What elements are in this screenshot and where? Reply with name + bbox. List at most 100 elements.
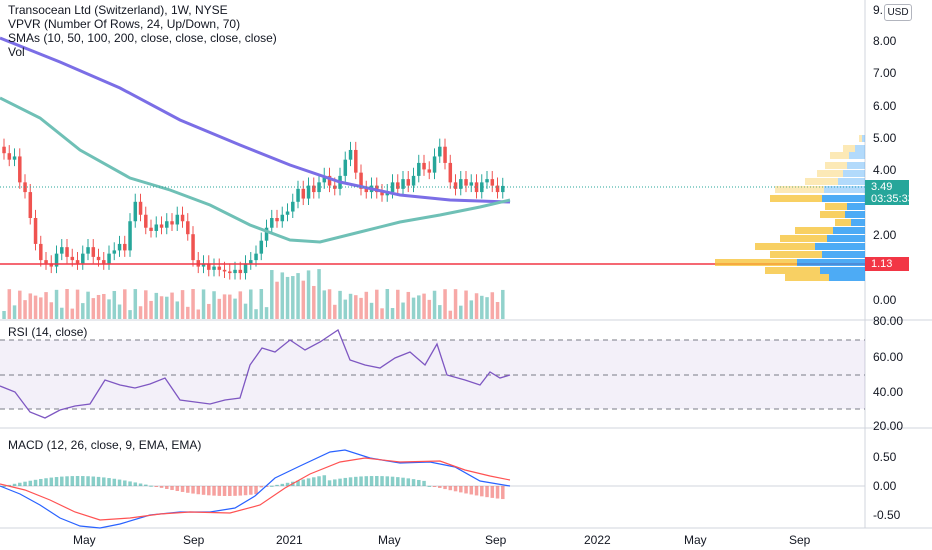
macd-histogram-bar [186, 486, 190, 493]
vpvr-bar [838, 178, 865, 185]
vpvr-bar [820, 211, 845, 218]
macd-histogram-bar [501, 486, 505, 500]
vpvr-bar [817, 170, 843, 177]
volume-bar [322, 290, 327, 319]
macd-histogram-bar [70, 476, 75, 486]
volume-bar [296, 273, 300, 319]
volume-bar [133, 289, 138, 319]
macd-histogram-bar [485, 486, 489, 498]
volume-bar [275, 281, 279, 319]
candle [427, 169, 432, 173]
volume-bar [70, 308, 75, 319]
volume-bar [270, 270, 274, 319]
candle [259, 240, 264, 254]
volume-bar [348, 293, 353, 319]
macd-histogram-bar [480, 486, 484, 497]
macd-histogram-bar [138, 483, 143, 486]
candle [65, 247, 69, 257]
sma-legend[interactable]: SMAs (10, 50, 100, 200, close, close, cl… [8, 31, 277, 45]
vpvr-bar [715, 259, 797, 266]
vpvr-bar [845, 211, 865, 218]
candle [243, 263, 248, 274]
macd-histogram-bar [401, 477, 405, 486]
volume-bar [23, 300, 27, 319]
candle [49, 263, 54, 267]
volume-legend[interactable]: Vol [8, 45, 25, 59]
macd-histogram-bar [243, 486, 248, 496]
rsi-axis-label: 20.00 [873, 419, 903, 433]
price-axis-label: 4.00 [873, 163, 897, 177]
candle [469, 182, 474, 186]
volume-bar [417, 295, 421, 319]
volume-bar [343, 299, 348, 319]
volume-bar [453, 289, 458, 319]
macd-histogram-bar [159, 486, 164, 488]
candle [264, 227, 269, 241]
candle [39, 243, 43, 261]
candle [333, 185, 337, 189]
candle [317, 182, 321, 193]
macd-legend[interactable]: MACD (12, 26, close, 9, EMA, EMA) [8, 438, 202, 452]
candle [2, 146, 6, 154]
volume-bar [154, 292, 159, 319]
currency-button[interactable]: USD [884, 4, 912, 21]
macd-histogram-bar [490, 486, 495, 498]
macd-histogram-bar [285, 482, 290, 486]
macd-histogram-bar [2, 486, 6, 487]
candle [207, 263, 211, 270]
candle [133, 201, 138, 222]
volume-bar [75, 289, 80, 319]
volume-bar [170, 292, 174, 319]
vpvr-bar [820, 267, 865, 274]
candle [44, 260, 48, 264]
macd-histogram-bar [23, 481, 27, 486]
volume-bar [86, 291, 90, 319]
macd-histogram-bar [359, 476, 363, 486]
volume-bar [186, 306, 190, 319]
macd-histogram-bar [469, 486, 474, 495]
candle [159, 224, 164, 228]
vpvr-legend[interactable]: VPVR (Number Of Rows, 24, Up/Down, 70) [8, 17, 241, 31]
macd-histogram-bar [438, 486, 442, 488]
macd-histogram-bar [207, 486, 211, 496]
time-axis-label: Sep [789, 533, 811, 547]
macd-histogram-bar [191, 486, 195, 494]
candle [128, 221, 132, 251]
candle [438, 146, 442, 157]
macd-histogram-bar [254, 486, 258, 495]
volume-bar [44, 292, 48, 319]
macd-histogram-bar [39, 478, 43, 486]
symbol-title[interactable]: Transocean Ltd (Switzerland), 1W, NYSE [8, 3, 228, 17]
vpvr-bar [843, 170, 865, 177]
candle [411, 175, 416, 186]
macd-histogram-bar [154, 486, 159, 487]
macd-histogram-bar [327, 480, 332, 486]
macd-histogram-bar [296, 480, 300, 486]
candle [28, 192, 33, 218]
volume-bar [485, 297, 489, 319]
volume-bar [212, 291, 216, 319]
volume-bar [144, 290, 148, 319]
macd-histogram-bar [18, 482, 22, 486]
macd-axis-label: 0.50 [873, 450, 897, 464]
candle [238, 269, 243, 274]
volume-bar [438, 305, 442, 319]
macd-histogram-bar [333, 479, 337, 486]
candle [54, 253, 59, 267]
macd-histogram-bar [233, 486, 237, 496]
candle [254, 253, 258, 261]
time-axis-label: Sep [485, 533, 507, 547]
macd-histogram-bar [306, 478, 311, 486]
candle [359, 172, 363, 189]
volume-bar [228, 294, 232, 319]
volume-bar [49, 302, 54, 319]
rsi-legend[interactable]: RSI (14, close) [8, 325, 88, 339]
sma-line [0, 36, 511, 204]
macd-histogram-bar [432, 486, 437, 487]
volume-bar [327, 289, 332, 319]
macd-histogram-bar [144, 484, 148, 486]
volume-bar [411, 297, 416, 319]
candle [480, 182, 484, 193]
volume-bar [401, 302, 405, 319]
